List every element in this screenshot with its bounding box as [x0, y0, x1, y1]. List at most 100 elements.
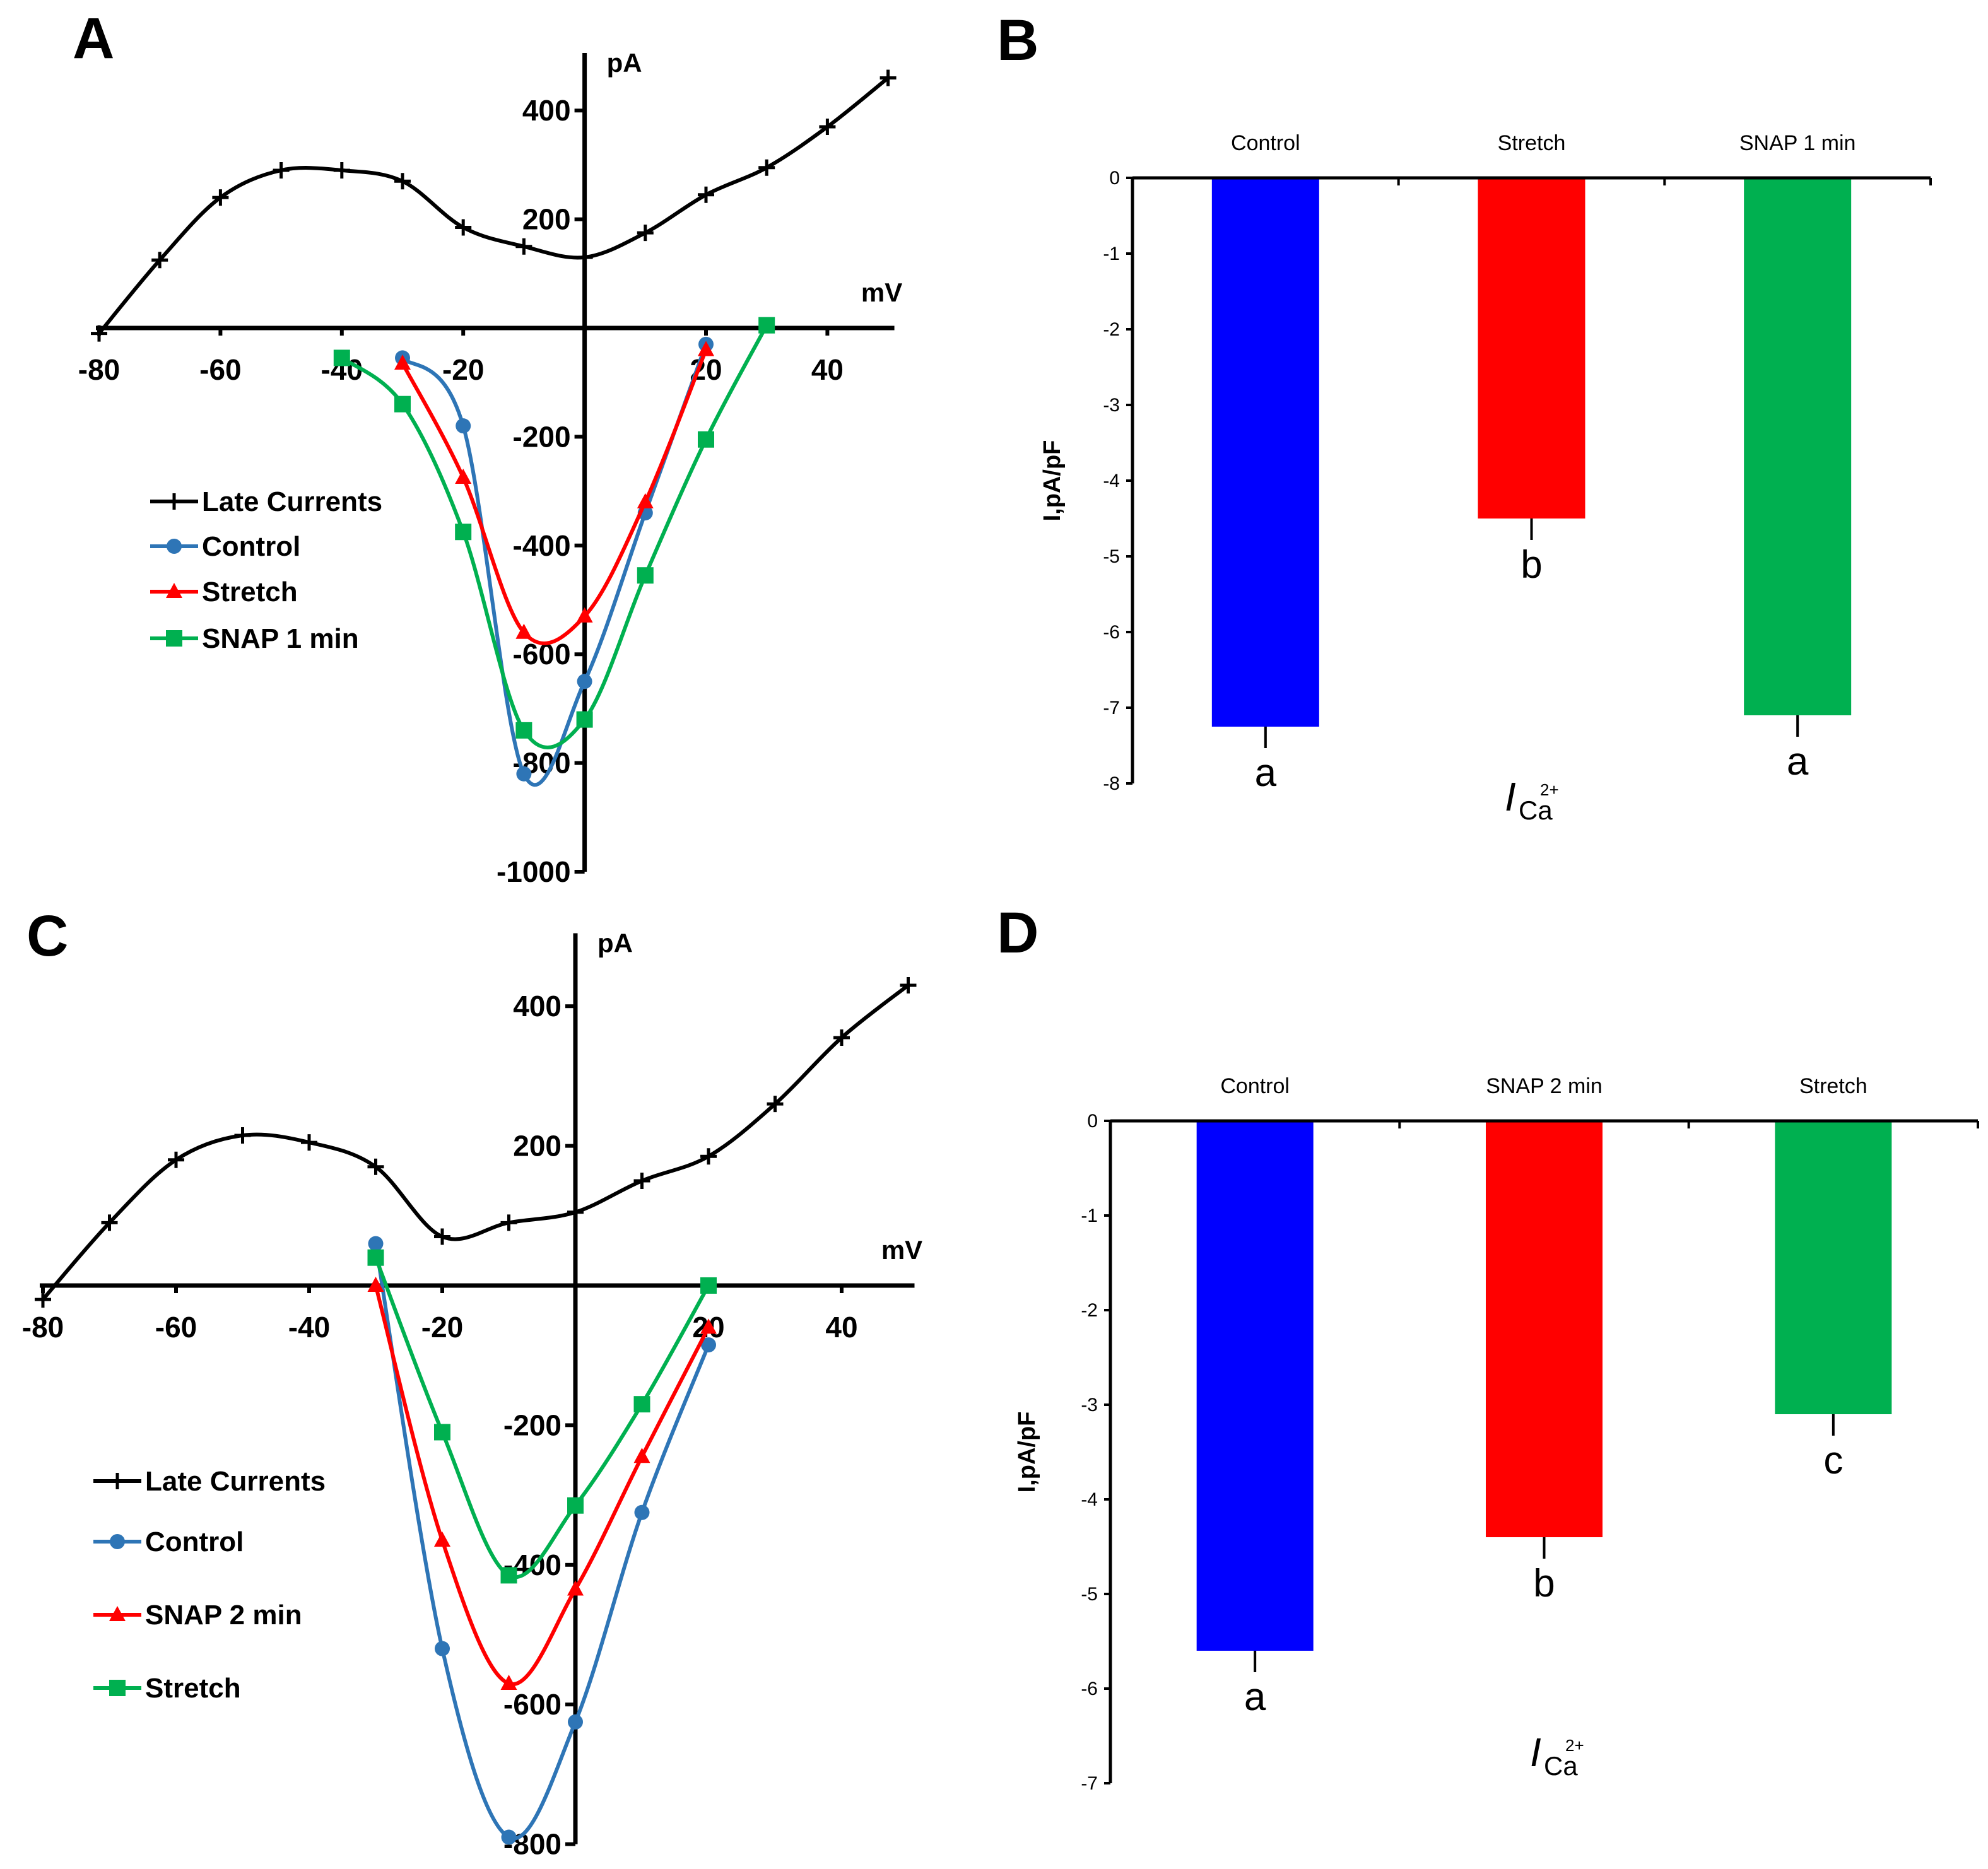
data-point-snap-1-min — [394, 395, 411, 413]
significance-letter: a — [1255, 751, 1277, 795]
data-point-late-currents — [633, 1172, 650, 1189]
data-point-snap-2-min — [434, 1532, 450, 1547]
y-tick-label: -7 — [1103, 698, 1120, 718]
legend-item-stretch: Stretch — [93, 1673, 241, 1704]
legend-marker — [109, 1680, 126, 1696]
y-axis-unit: pA — [597, 929, 633, 958]
series-line-stretch — [401, 349, 708, 645]
data-point-stretch — [434, 1424, 450, 1441]
panel-label-a: A — [73, 6, 114, 71]
data-point-stretch — [500, 1567, 517, 1584]
data-point-snap-1-min — [333, 349, 350, 366]
chart-b-bar: 0 -1 -2 -3 -4 -5 -6 -7 -8 Control a Stretch b SNAP 1 … — [1039, 131, 1932, 825]
data-point-snap-1-min — [576, 711, 593, 728]
series-stretch — [367, 1249, 717, 1584]
legend-label: Late Currents — [202, 486, 382, 517]
y-tick-label: -1 — [1081, 1205, 1098, 1226]
legend-marker — [110, 1534, 125, 1549]
data-point-late-currents — [698, 186, 714, 203]
legend-marker — [166, 493, 182, 510]
series-line-control — [401, 343, 708, 787]
legend-label: Late Currents — [145, 1466, 326, 1497]
y-tick-label: -3 — [1103, 395, 1120, 416]
significance-letter: a — [1244, 1675, 1266, 1719]
data-point-late-currents — [833, 1029, 850, 1046]
data-point-late-currents — [576, 249, 593, 266]
bar-stretch — [1478, 178, 1585, 519]
bar-control — [1196, 1121, 1314, 1651]
series-control — [368, 1236, 716, 1845]
x-tick-label: 40 — [811, 353, 844, 386]
series-late-currents — [35, 976, 917, 1308]
category-label: SNAP 1 min — [1739, 131, 1856, 155]
data-point-stretch — [515, 623, 532, 639]
category-label: Stretch — [1498, 131, 1566, 155]
y-tick-label: 400 — [522, 94, 571, 127]
data-point-late-currents — [394, 173, 411, 190]
data-point-stretch — [633, 1396, 650, 1413]
y-tick-label: 200 — [522, 203, 571, 236]
data-point-late-currents — [567, 1204, 584, 1221]
data-point-snap-1-min — [515, 722, 532, 739]
bar-snap-2-min — [1486, 1121, 1603, 1537]
series-stretch — [394, 341, 714, 645]
y-tick-label: -7 — [1081, 1773, 1098, 1794]
y-tick-label: -200 — [513, 420, 571, 453]
data-point-late-currents — [367, 1158, 384, 1175]
data-point-late-currents — [758, 159, 775, 176]
data-point-late-currents — [700, 1148, 717, 1165]
data-point-late-currents — [91, 325, 107, 342]
series-snap-2-min — [367, 1277, 717, 1690]
x-axis-unit: mV — [861, 278, 902, 307]
x-tick-label: -40 — [288, 1311, 330, 1344]
y-tick-label: -6 — [1081, 1679, 1098, 1699]
x-axis-title: I — [1505, 774, 1516, 819]
significance-letter: b — [1520, 543, 1542, 587]
y-tick-label: -4 — [1081, 1489, 1098, 1510]
legend-marker — [166, 583, 182, 598]
data-point-control — [501, 1829, 517, 1845]
data-point-late-currents — [35, 1291, 51, 1308]
data-point-stretch — [576, 607, 593, 623]
x-tick-label: -60 — [155, 1311, 197, 1344]
data-point-late-currents — [879, 69, 897, 86]
x-tick-label: -20 — [421, 1311, 463, 1344]
data-point-late-currents — [234, 1127, 251, 1144]
legend-item-late-currents: Late Currents — [150, 486, 382, 517]
data-point-snap-2-min — [567, 1580, 584, 1596]
legend-item-stretch: Stretch — [150, 577, 298, 607]
legend-item-control: Control — [150, 531, 300, 562]
legend-item-snap-2-min: SNAP 2 min — [93, 1600, 302, 1631]
data-point-late-currents — [333, 162, 350, 179]
legend-item-snap-1-min: SNAP 1 min — [150, 623, 359, 654]
y-axis-unit: pA — [607, 48, 642, 78]
x-axis-title-superscript: 2+ — [1540, 780, 1559, 799]
x-axis-unit: mV — [881, 1235, 922, 1265]
significance-letter: a — [1787, 740, 1809, 783]
y-tick-label: -1000 — [497, 855, 571, 888]
y-tick-label: -3 — [1081, 1395, 1098, 1415]
series-late-currents — [91, 69, 897, 342]
category-label: Control — [1231, 131, 1300, 155]
x-tick-label: -60 — [199, 353, 241, 386]
data-point-snap-1-min — [758, 317, 775, 334]
data-point-stretch — [394, 354, 411, 370]
bar-control — [1211, 178, 1319, 727]
x-axis-title-superscript: 2+ — [1565, 1736, 1584, 1755]
data-point-snap-2-min — [500, 1674, 517, 1690]
y-tick-label: -200 — [503, 1409, 562, 1441]
data-point-late-currents — [819, 119, 836, 136]
x-tick-label: -80 — [78, 353, 120, 386]
data-point-late-currents — [637, 225, 654, 242]
data-point-late-currents — [101, 1214, 118, 1231]
x-axis-title: I — [1530, 1730, 1541, 1775]
panel-label-b: B — [997, 8, 1038, 73]
category-label: Stretch — [1799, 1074, 1867, 1098]
data-point-late-currents — [151, 252, 168, 269]
chart-c-iv-curve: -800-600-400-200200400-80-60-40-202040pA… — [22, 929, 922, 1861]
y-tick-label: -5 — [1103, 546, 1120, 567]
y-tick-label: -2 — [1103, 319, 1120, 340]
x-tick-label: -80 — [22, 1311, 64, 1344]
data-point-control — [701, 1337, 716, 1353]
